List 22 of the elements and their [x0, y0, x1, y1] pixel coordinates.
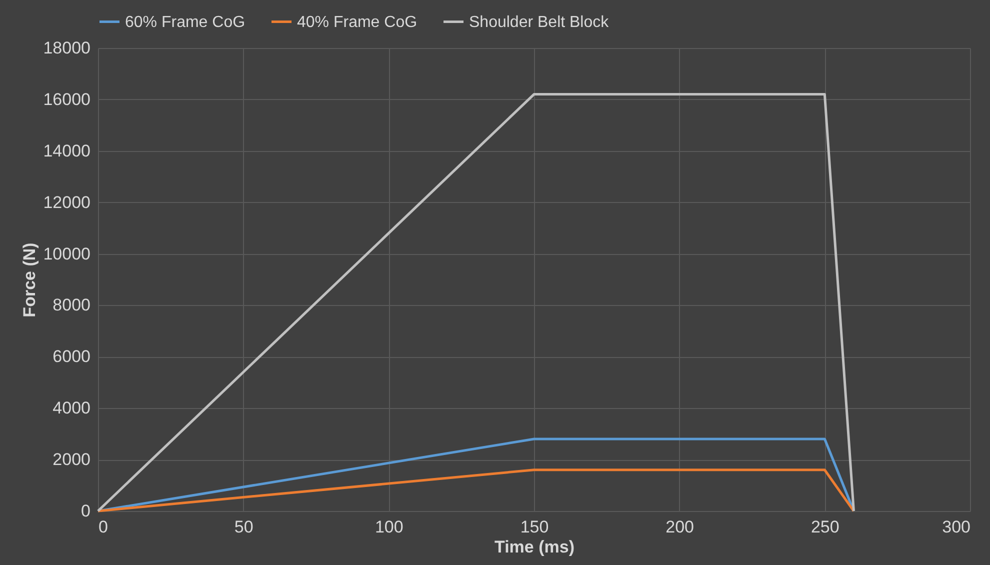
y-tick-label: 10000 — [43, 244, 90, 264]
y-tick-label: 0 — [81, 502, 90, 520]
y-tick-label: 12000 — [43, 192, 90, 212]
y-tick-label: 16000 — [43, 90, 90, 109]
x-tick-label: 250 — [810, 518, 840, 536]
legend-label: 40% Frame CoG — [297, 14, 418, 31]
x-axis-title: Time (ms) — [494, 538, 574, 556]
y-tick-label: 2000 — [52, 450, 90, 470]
y-axis-title: Force (N) — [20, 242, 40, 318]
x-tick-label: 100 — [374, 518, 404, 536]
y-tick-label: 4000 — [52, 398, 90, 418]
legend-label: Shoulder Belt Block — [469, 14, 610, 31]
y-tick-label: 6000 — [52, 347, 90, 366]
x-tick-label: 0 — [98, 518, 108, 536]
x-tick-label: 300 — [942, 518, 970, 536]
x-tick-label: 50 — [234, 518, 254, 536]
y-tick-label: 18000 — [43, 38, 90, 58]
y-tick-label: 8000 — [52, 296, 90, 315]
y-tick-label: 14000 — [43, 141, 90, 160]
legend-label: 60% Frame CoG — [125, 14, 246, 31]
x-tick-label: 150 — [520, 518, 549, 536]
x-tick-label: 200 — [666, 518, 694, 536]
